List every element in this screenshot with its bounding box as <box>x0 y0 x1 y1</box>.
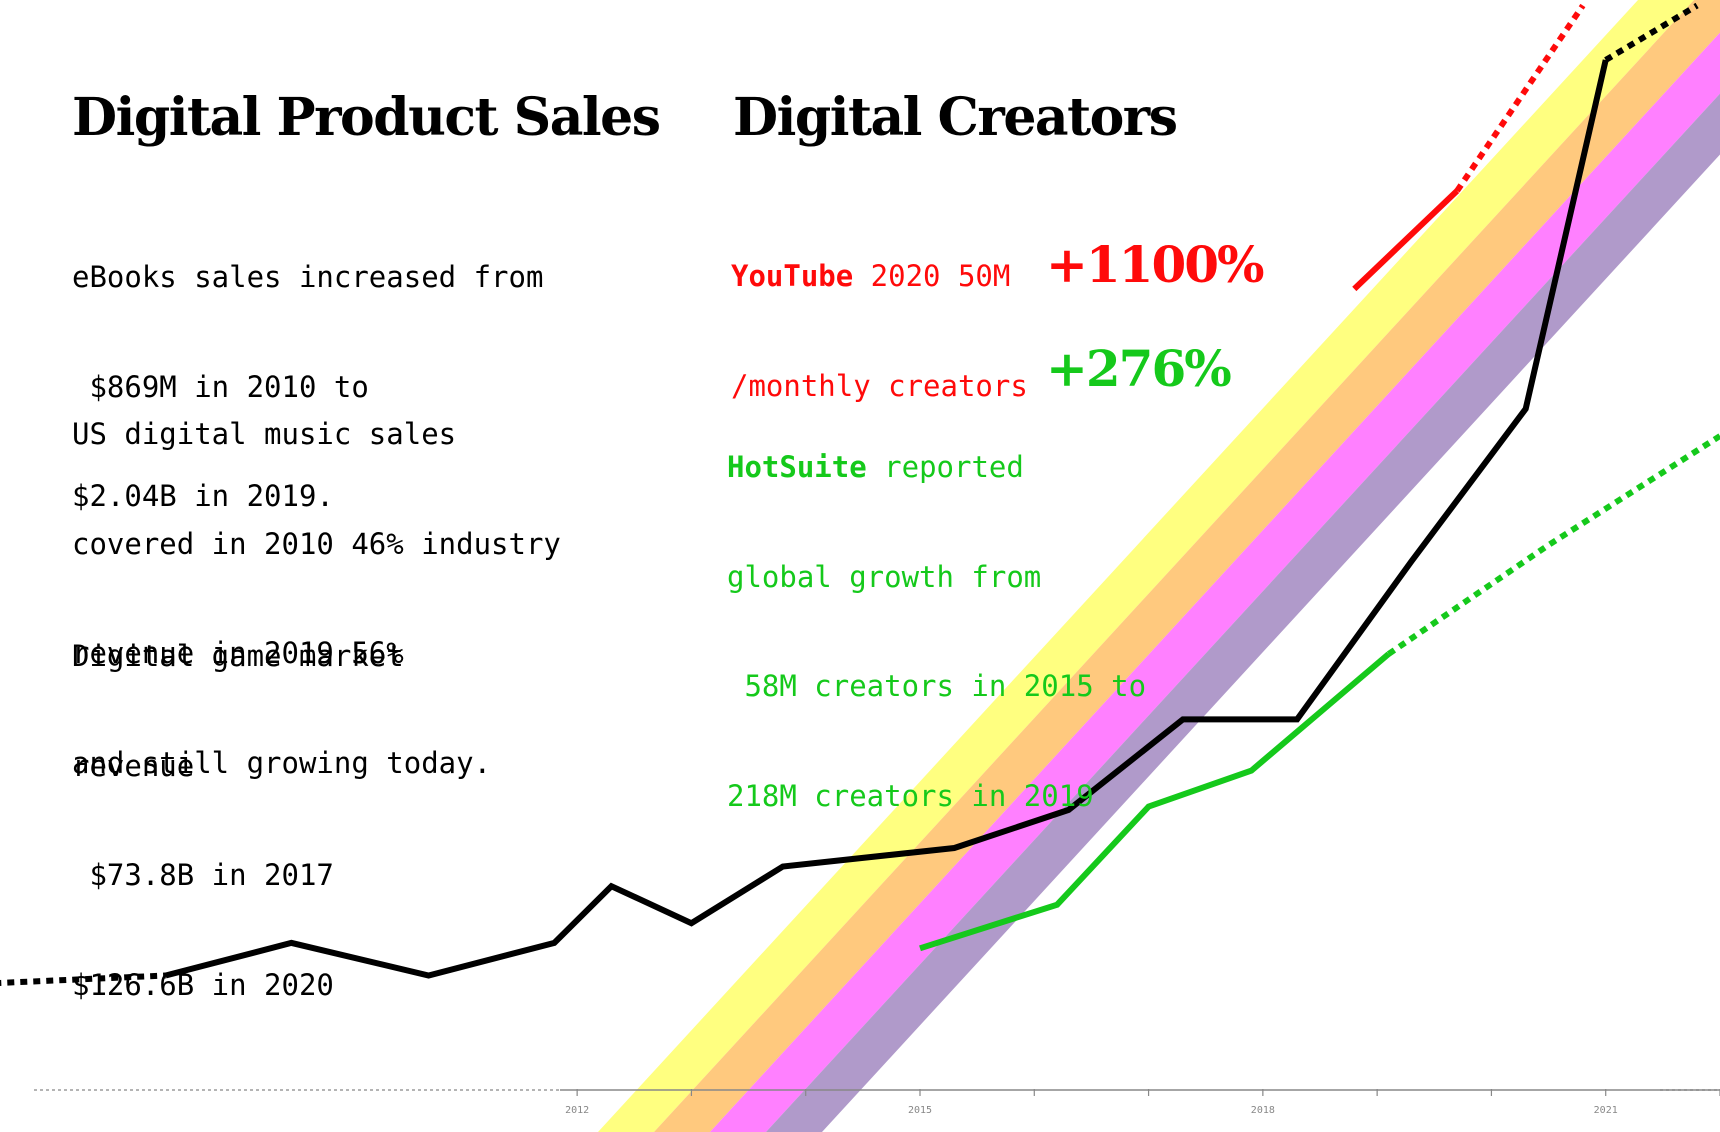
series-line-projection <box>1386 433 1720 657</box>
ebooks-line: $2.04B in 2019. <box>72 479 334 513</box>
music-line: covered in 2010 46% industry <box>72 526 561 561</box>
series-line-projection <box>1604 2 1699 63</box>
youtube-line-1: YouTube 2020 50M <box>731 258 1028 295</box>
games-line: revenue <box>72 748 195 783</box>
left-title: Digital Product Sales <box>72 87 661 148</box>
x-tick-label: 2015 <box>908 1105 932 1116</box>
series-line-projection <box>1454 3 1586 193</box>
youtube-growth-label: +1100% <box>1046 235 1265 294</box>
x-tick-label: 2018 <box>1251 1105 1275 1116</box>
ebooks-line: eBooks sales increased from <box>72 260 544 294</box>
hotsuite-brand: HotSuite <box>727 450 867 484</box>
youtube-line-2: /monthly creators <box>731 368 1028 403</box>
youtube-text: YouTube 2020 50M /monthly creators <box>731 185 1028 441</box>
growth-band <box>710 32 1720 1132</box>
x-tick-label: 2012 <box>565 1105 589 1116</box>
games-line: $126.6B in 2020 <box>72 967 334 1002</box>
x-tick-label: 2021 <box>1594 1105 1618 1116</box>
series-lines <box>0 2 1720 986</box>
music-line: revenue in 2019 56% <box>72 636 404 670</box>
hotsuite-line: global growth from <box>727 559 1042 594</box>
growth-band <box>766 93 1720 1132</box>
games-line: $73.8B in 2017 <box>72 858 334 892</box>
ebooks-line: $869M in 2010 to <box>72 369 369 404</box>
hotsuite-stat: reported <box>866 450 1024 484</box>
music-line: US digital music sales <box>72 417 457 451</box>
youtube-brand: YouTube <box>731 259 854 293</box>
games-text: Digital game market revenue $73.8B in 20… <box>72 565 404 1040</box>
games-line: Digital game market <box>72 639 404 673</box>
x-axis: 2012 2015 2018 2021 <box>34 1089 1720 1116</box>
music-text: US digital music sales covered in 2010 4… <box>72 343 561 818</box>
youtube-stat: 2020 50M <box>853 259 1011 293</box>
series-line <box>1352 188 1460 292</box>
hotsuite-line: 58M creators in 2015 to <box>727 669 1147 703</box>
hotsuite-line: 218M creators in 2019 <box>727 778 1094 813</box>
series-line <box>164 59 1609 979</box>
series-line-projection <box>0 972 166 986</box>
music-line: and still growing today. <box>72 745 492 780</box>
hotsuite-growth-label: +276% <box>1046 339 1232 398</box>
growth-band <box>598 0 1694 1132</box>
series-line <box>919 651 1391 952</box>
hotsuite-line-1: HotSuite reported <box>727 449 1146 486</box>
ebooks-text: eBooks sales increased from $869M in 201… <box>72 186 543 551</box>
hotsuite-text: HotSuite reported global growth from 58M… <box>727 376 1146 851</box>
right-title: Digital Creators <box>733 87 1178 148</box>
